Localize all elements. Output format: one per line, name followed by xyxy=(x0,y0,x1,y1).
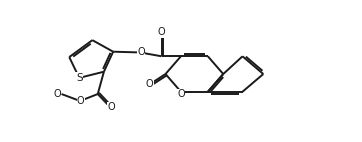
Text: O: O xyxy=(77,96,85,106)
Text: O: O xyxy=(53,89,61,99)
Text: O: O xyxy=(107,102,115,112)
Text: O: O xyxy=(158,27,165,37)
Text: O: O xyxy=(137,47,145,58)
Text: O: O xyxy=(146,79,153,89)
Text: O: O xyxy=(177,89,185,99)
Text: S: S xyxy=(76,73,83,83)
